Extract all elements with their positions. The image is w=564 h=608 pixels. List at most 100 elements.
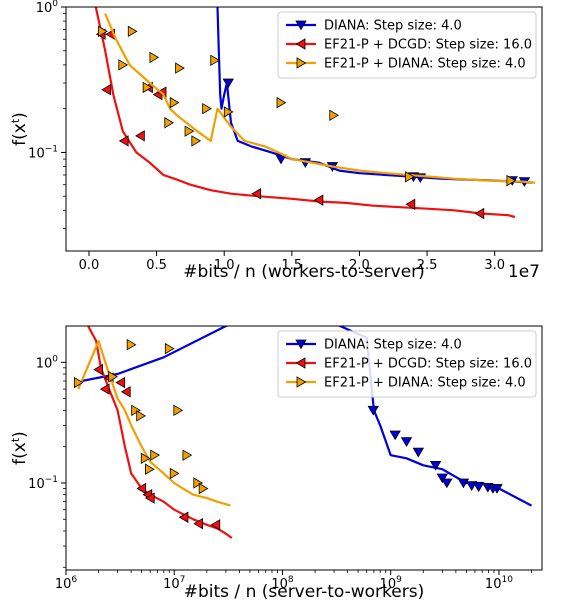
data-point [506,174,517,187]
x-axis-label: #bits / n (server-to-workers) [184,582,424,602]
data-point [136,410,146,422]
data-point [145,463,155,475]
legend-label: DIANA: Step size: 4.0 [324,19,462,34]
x-tick-label: 107 [163,575,185,592]
data-point [400,437,413,447]
data-point [135,130,145,142]
data-point [276,96,287,109]
data-point [140,452,151,465]
x-tick-label: 108 [271,575,294,592]
data-point [275,154,287,165]
x-axis-label: #bits / n (workers-to-server) [183,262,425,282]
plot-frame [65,6,543,252]
data-point [491,484,503,494]
legend-box [277,330,537,398]
data-point [198,482,209,495]
data-point [474,207,485,220]
data-point [457,478,470,489]
y-tick-label: 10−1 [28,475,58,492]
data-point [127,25,138,38]
legend: DIANA: Step size: 4.0 EF21-P + DCGD: Step… [277,11,537,79]
data-point [149,51,160,64]
data-point [169,96,180,109]
legend-marker [295,20,307,31]
data-point [175,62,185,74]
data-point [73,376,84,389]
y-tick-label: 100 [36,0,59,16]
data-point [193,517,204,530]
legend-label: EF21-P + DCGD: Step size: 16.0 [324,38,532,53]
x-offset-label: 1e7 [508,262,540,282]
data-point [126,338,137,351]
x-tick-label: 1010 [485,575,513,592]
data-point [329,109,340,122]
legend-box [277,11,537,79]
data-point [150,449,160,461]
data-point [441,478,453,489]
x-tick-label: 1.0 [214,258,235,273]
data-point [367,405,379,416]
data-point [313,194,324,206]
legend-marker [296,376,307,388]
data-point [472,482,485,493]
x-tick-label: 1.5 [281,258,302,273]
data-point [222,78,234,89]
x-tick-label: 0.0 [79,258,100,273]
data-point [251,188,262,200]
legend-label: EF21-P + DIANA: Step size: 4.0 [324,57,526,72]
data-point [164,342,175,355]
data-point [164,117,175,129]
y-axis-label: f(xt) [9,431,30,465]
x-tick-label: 106 [55,575,78,592]
data-point [389,430,401,441]
data-point [108,371,118,383]
data-point [429,460,442,471]
data-point [210,54,221,67]
plot-area [73,326,533,539]
data-point [405,171,415,183]
data-point [436,473,449,484]
data-point [202,102,212,115]
chart-panel-1: 0.0 0.5 1.0 1.5 2.0 2.5 3.0 100 10−1 #bits / n (w… [9,0,543,282]
data-point [412,447,425,458]
data-point [99,383,110,395]
data-point [144,492,155,504]
data-point [142,81,153,94]
data-point [93,363,103,376]
legend-marker [295,339,307,350]
data-point [223,106,234,118]
legend-label: EF21-P + DCGD: Step size: 16.0 [324,357,532,372]
x-tick-label: 2.5 [417,258,438,273]
legend-marker [295,357,306,369]
data-point [182,449,193,461]
data-point [118,135,129,147]
legend-marker [296,57,307,69]
legend-label: DIANA: Step size: 4.0 [324,338,462,353]
y-axis-label: f(xt) [9,112,30,146]
series-line-3 [77,340,231,507]
chart-panel-2: 106 107 108 109 1010 100 10−1 #bits / n (server… [9,325,543,602]
series-line-3 [104,13,536,184]
data-point [173,404,184,417]
data-point [210,519,221,531]
x-tick-label: 2.0 [349,258,370,273]
data-point [120,386,131,398]
legend: DIANA: Step size: 4.0 EF21-P + DCGD: Step… [277,330,537,398]
legend-marker [295,38,306,50]
plot-area [94,7,536,220]
data-point [101,83,111,96]
y-tick-label: 100 [36,354,59,371]
legend-label: EF21-P + DIANA: Step size: 4.0 [324,376,526,391]
x-tick-label: 0.5 [146,258,167,273]
data-point [98,25,108,38]
x-tick-label: 3.0 [484,258,505,273]
data-point [118,59,129,71]
series-line-2 [94,7,516,219]
data-point [136,482,147,495]
plot-frame [65,325,543,571]
data-point [169,467,180,480]
y-tick-label: 10−1 [28,144,58,161]
data-point [193,477,204,489]
data-point [131,404,141,417]
